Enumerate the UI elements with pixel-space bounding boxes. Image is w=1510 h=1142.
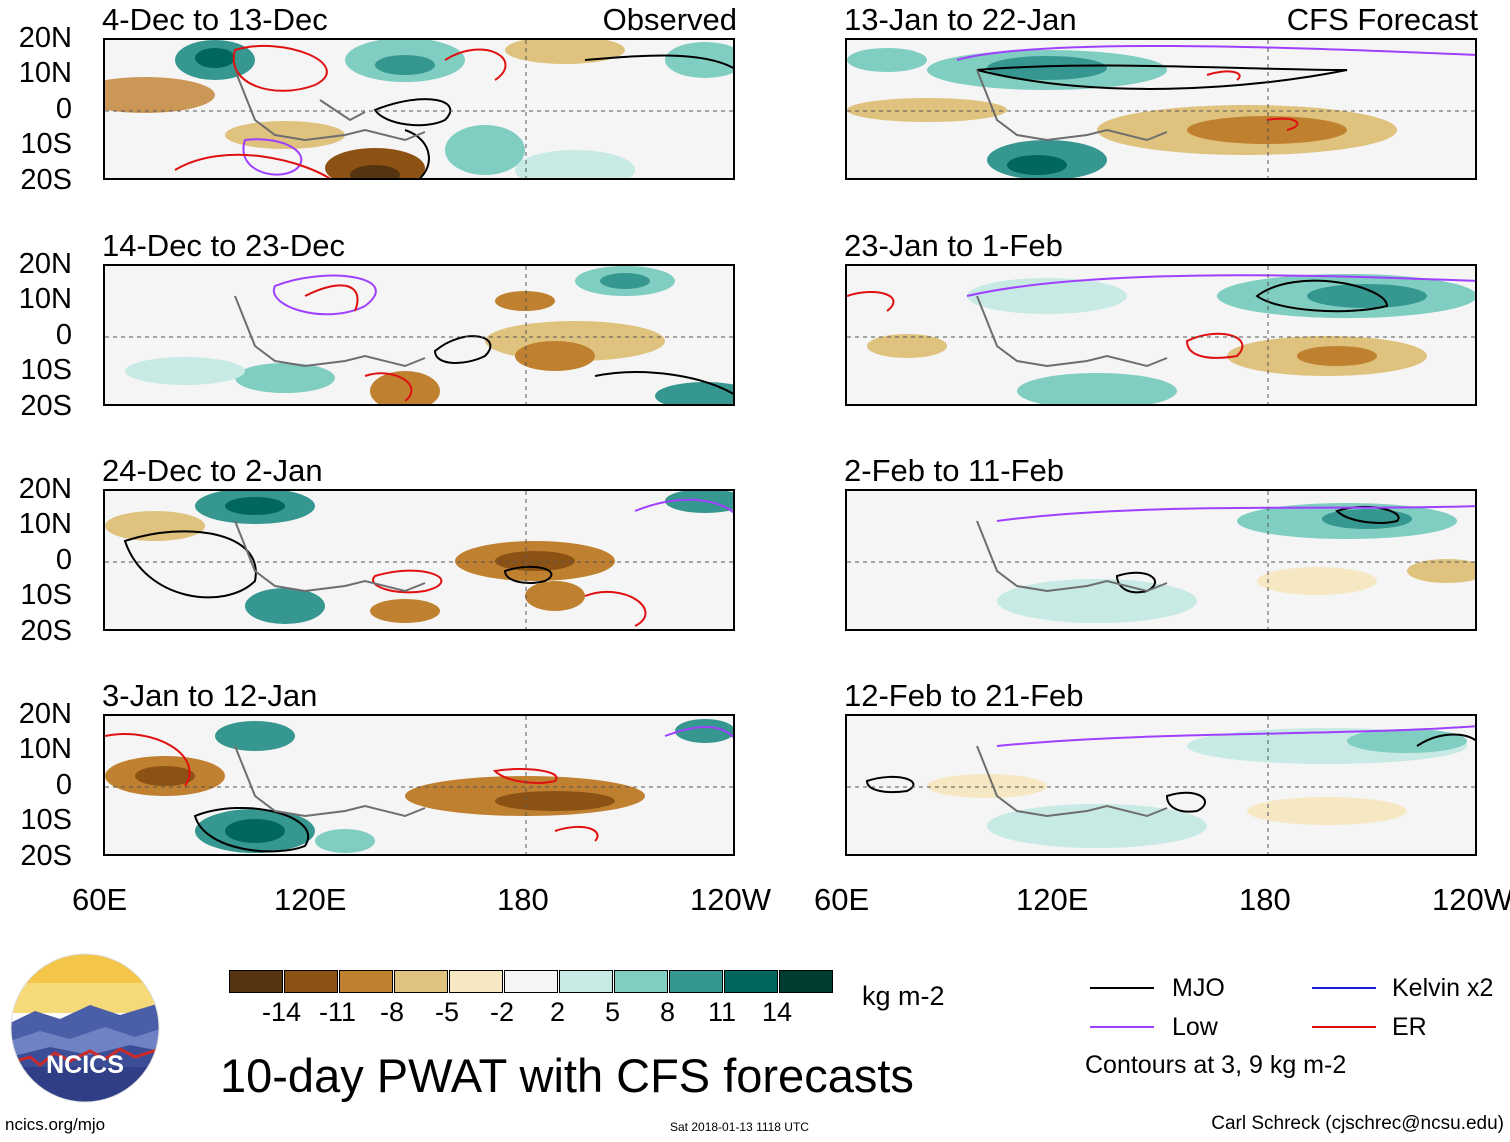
lat-label: 20N [18, 473, 72, 505]
lat-label: 10S [20, 128, 72, 160]
lat-label: 10N [18, 508, 72, 540]
panel-title: 13-Jan to 22-Jan [844, 2, 1077, 37]
colorbar-box [449, 970, 503, 993]
lat-label: 10N [18, 283, 72, 315]
lat-label: 20S [20, 390, 72, 422]
lon-label: 120W [1432, 882, 1510, 917]
panel-title: 3-Jan to 12-Jan [102, 678, 318, 713]
colorbar-label: 5 [605, 997, 621, 1027]
colorbar-label: -5 [435, 997, 460, 1027]
kelvin-label: Kelvin x2 [1392, 974, 1494, 1002]
colorbar-box [724, 970, 778, 993]
er-line [1312, 1026, 1376, 1028]
pwat-map [847, 266, 1475, 404]
footer-url[interactable]: ncics.org/mjo [5, 1115, 106, 1134]
colorbar-box [614, 970, 668, 993]
main-title: 10-day PWAT with CFS forecasts [220, 1049, 914, 1102]
colorbar-box [229, 970, 283, 993]
cfs-forecast-label: CFS Forecast [1286, 2, 1478, 37]
mjo-label: MJO [1172, 974, 1225, 1002]
lon-label: 120W [690, 882, 771, 917]
panel-title: 4-Dec to 13-Dec [102, 2, 328, 37]
colorbar-box [339, 970, 393, 993]
map-panel-1 [103, 38, 735, 180]
map-panel-2 [103, 264, 735, 406]
low-line [1090, 1026, 1154, 1028]
panel-title: 23-Jan to 1-Feb [844, 228, 1063, 263]
colorbar-units: kg m-2 [862, 981, 945, 1011]
contour-note: Contours at 3, 9 kg m-2 [1085, 1051, 1347, 1079]
lat-label: 0 [55, 319, 72, 351]
pwat-map [847, 40, 1475, 178]
pwat-map [847, 716, 1475, 854]
lat-label: 10N [18, 733, 72, 765]
map-panel-5 [845, 38, 1477, 180]
colorbar-box [779, 970, 833, 993]
colorbar-label: -2 [490, 997, 515, 1027]
pwat-map [105, 40, 733, 178]
lat-label: 20N [18, 698, 72, 730]
lat-label: 10S [20, 579, 72, 611]
er-label: ER [1392, 1013, 1427, 1041]
lon-label: 120E [1016, 882, 1089, 917]
lat-label: 20N [18, 248, 72, 280]
colorbar-box [559, 970, 613, 993]
pwat-map [105, 491, 733, 629]
lat-label: 0 [55, 544, 72, 576]
observed-label: Observed [602, 2, 737, 37]
lat-label: 20N [18, 22, 72, 54]
footer-credit: Carl Schreck (cjschrec@ncsu.edu) [1211, 1113, 1504, 1134]
panel-title: 14-Dec to 23-Dec [102, 228, 345, 263]
low-label: Low [1172, 1013, 1218, 1041]
colorbar-box [394, 970, 448, 993]
lon-label: 120E [274, 882, 347, 917]
logo-text: NCICS [46, 1051, 124, 1079]
footer-timestamp: Sat 2018-01-13 1118 UTC [670, 1120, 809, 1134]
pwat-map [105, 266, 733, 404]
mjo-line [1090, 987, 1154, 989]
colorbar-label: 8 [660, 997, 676, 1027]
pwat-map [847, 491, 1475, 629]
colorbar-box [284, 970, 338, 993]
map-panel-6 [845, 264, 1477, 406]
kelvin-line [1312, 987, 1376, 989]
colorbar-label: -11 [319, 997, 357, 1027]
lon-label: 180 [497, 882, 549, 917]
ncics-logo-graphic [10, 953, 160, 1103]
lat-label: 0 [55, 769, 72, 801]
colorbar-label: -8 [380, 997, 405, 1027]
map-panel-7 [845, 489, 1477, 631]
lat-label: 10N [18, 57, 72, 89]
lon-label: 60E [814, 882, 870, 917]
lat-label: 20S [20, 164, 72, 196]
panel-title: 24-Dec to 2-Jan [102, 453, 323, 488]
colorbar-label: -14 [262, 997, 302, 1027]
ncics-logo: NCICS [10, 953, 160, 1103]
lat-label: 10S [20, 804, 72, 836]
panel-title: 12-Feb to 21-Feb [844, 678, 1084, 713]
colorbar-label: 2 [550, 997, 566, 1027]
lat-label: 20S [20, 615, 72, 647]
colorbar-box [669, 970, 723, 993]
pwat-map [105, 716, 733, 854]
lon-label: 180 [1239, 882, 1291, 917]
colorbar-box [504, 970, 558, 993]
map-panel-4 [103, 714, 735, 856]
lat-label: 20S [20, 840, 72, 872]
colorbar-label: 14 [762, 997, 793, 1027]
panel-title: 2-Feb to 11-Feb [844, 453, 1064, 488]
map-panel-8 [845, 714, 1477, 856]
lat-label: 10S [20, 354, 72, 386]
map-panel-3 [103, 489, 735, 631]
lat-label: 0 [55, 93, 72, 125]
colorbar-label: 11 [708, 997, 737, 1027]
lon-label: 60E [72, 882, 128, 917]
